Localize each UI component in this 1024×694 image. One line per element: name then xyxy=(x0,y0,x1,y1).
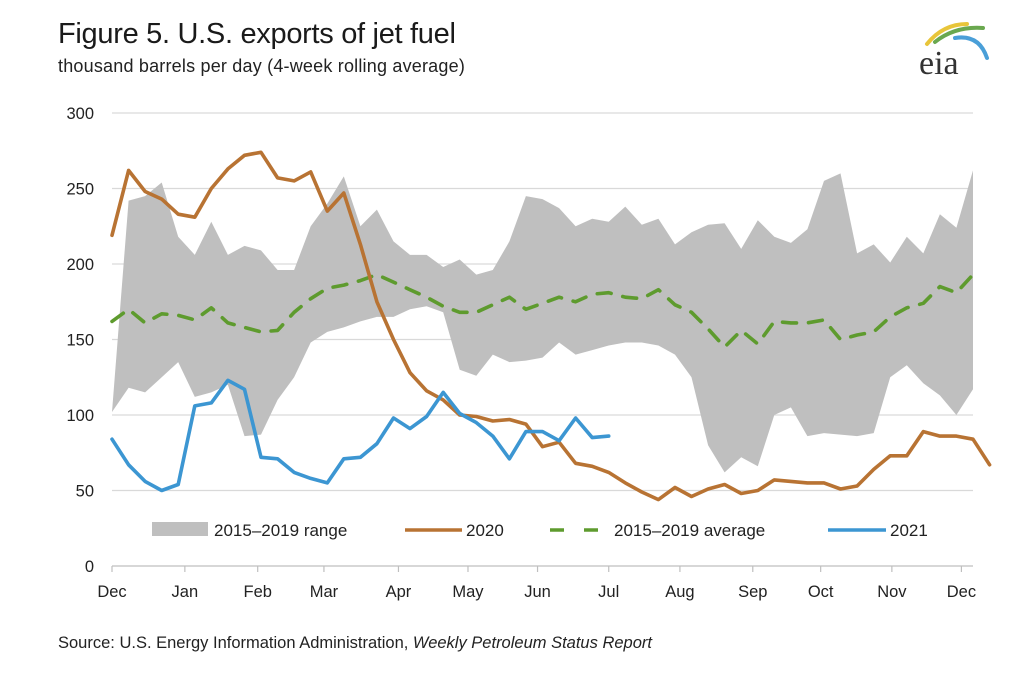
legend: 2015–2019 range 2020 2015–2019 average 2… xyxy=(152,521,928,540)
y-axis: 0 50 100 150 200 250 300 xyxy=(66,105,94,576)
series-average-line xyxy=(110,272,975,349)
x-tick-label: May xyxy=(452,583,484,601)
y-tick-label: 300 xyxy=(66,105,94,123)
y-tick-label: 50 xyxy=(76,483,94,501)
x-tick-label: Sep xyxy=(738,583,767,601)
range-band xyxy=(112,170,973,473)
x-tick-label: Dec xyxy=(97,583,126,601)
x-tick-label: Apr xyxy=(386,583,412,601)
logo-swoosh-blue xyxy=(953,35,989,60)
x-tick-label: Jan xyxy=(172,583,199,601)
x-tick-label: Nov xyxy=(877,583,907,601)
x-tick-label: Oct xyxy=(808,583,834,601)
x-axis: Dec Jan Feb Mar Apr May Jun Jul Aug Sep Oct Nov Dec xyxy=(97,565,976,601)
y-tick-label: 200 xyxy=(66,256,94,274)
legend-label-range: 2015–2019 range xyxy=(214,521,347,540)
y-tick-label: 0 xyxy=(85,558,94,576)
y-tick-label: 250 xyxy=(66,181,94,199)
x-tick-label: Dec xyxy=(947,583,976,601)
source-prefix: Source: U.S. Energy Information Administ… xyxy=(58,634,413,652)
x-tick-label: Jun xyxy=(524,583,551,601)
legend-label-2020: 2020 xyxy=(466,521,504,540)
eia-logo: eia xyxy=(919,22,989,82)
x-tick-label: Jul xyxy=(598,583,619,601)
series-2021-line xyxy=(110,378,611,493)
series-lines xyxy=(110,150,992,502)
logo-text: eia xyxy=(919,45,959,82)
y-tick-label: 150 xyxy=(66,332,94,350)
legend-swatch-range xyxy=(152,522,208,536)
x-tick-label: Feb xyxy=(243,583,271,601)
chart-subtitle: thousand barrels per day (4-week rolling… xyxy=(58,56,466,76)
logo-swoosh-yellow xyxy=(925,22,969,46)
series-2020-line xyxy=(110,150,992,502)
legend-label-average: 2015–2019 average xyxy=(614,521,765,540)
range-band-area xyxy=(112,170,973,473)
source-note: Source: U.S. Energy Information Administ… xyxy=(58,634,652,653)
x-tick-label: Aug xyxy=(665,583,694,601)
y-tick-label: 100 xyxy=(66,407,94,425)
x-tick-label: Mar xyxy=(310,583,339,601)
chart-title: Figure 5. U.S. exports of jet fuel xyxy=(58,18,456,50)
logo-swoosh-green xyxy=(933,25,985,44)
legend-label-2021: 2021 xyxy=(890,521,928,540)
source-report-title: Weekly Petroleum Status Report xyxy=(412,634,652,652)
